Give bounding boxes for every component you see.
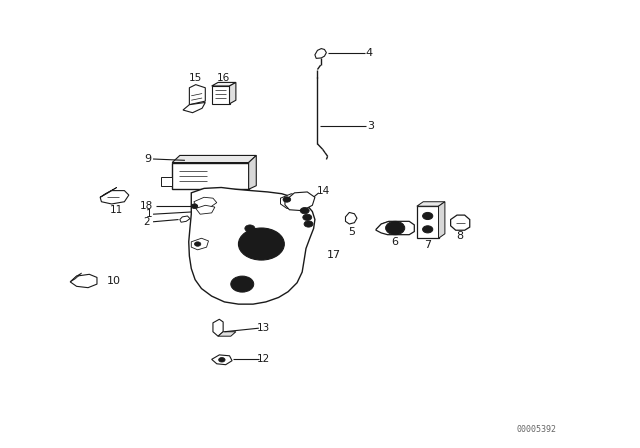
- Polygon shape: [189, 188, 315, 304]
- Polygon shape: [196, 205, 215, 214]
- Polygon shape: [212, 355, 232, 365]
- Polygon shape: [218, 332, 236, 336]
- Polygon shape: [70, 274, 97, 288]
- Polygon shape: [285, 192, 315, 211]
- Circle shape: [386, 221, 404, 235]
- Polygon shape: [183, 103, 205, 113]
- Text: 2: 2: [143, 217, 150, 227]
- Polygon shape: [280, 194, 306, 208]
- Polygon shape: [180, 216, 190, 222]
- Polygon shape: [376, 221, 389, 229]
- Polygon shape: [230, 82, 236, 104]
- Polygon shape: [417, 206, 438, 238]
- Text: 17: 17: [327, 250, 341, 260]
- Polygon shape: [189, 85, 205, 105]
- Polygon shape: [212, 82, 236, 86]
- Polygon shape: [194, 197, 217, 208]
- Circle shape: [303, 214, 312, 220]
- Text: 00005392: 00005392: [516, 425, 557, 434]
- Text: 7: 7: [424, 241, 431, 250]
- Polygon shape: [212, 86, 230, 104]
- Polygon shape: [451, 215, 470, 230]
- Polygon shape: [100, 188, 116, 197]
- Circle shape: [238, 281, 246, 287]
- Polygon shape: [70, 273, 82, 282]
- Text: 3: 3: [367, 121, 374, 131]
- Circle shape: [422, 212, 433, 220]
- Polygon shape: [346, 212, 357, 224]
- Circle shape: [300, 207, 309, 214]
- Polygon shape: [417, 202, 445, 206]
- Circle shape: [422, 226, 433, 233]
- Circle shape: [239, 228, 284, 260]
- Circle shape: [219, 358, 225, 362]
- Polygon shape: [213, 319, 223, 336]
- Polygon shape: [172, 163, 248, 189]
- Polygon shape: [191, 238, 209, 250]
- Text: 12: 12: [257, 354, 271, 364]
- Text: 13: 13: [257, 323, 271, 333]
- Polygon shape: [161, 177, 172, 186]
- Circle shape: [231, 276, 253, 292]
- Text: 16: 16: [216, 73, 230, 83]
- Circle shape: [191, 204, 198, 208]
- Polygon shape: [100, 190, 129, 204]
- Circle shape: [304, 221, 313, 227]
- Polygon shape: [172, 155, 256, 163]
- Text: 11: 11: [109, 205, 123, 215]
- Circle shape: [245, 225, 255, 232]
- Text: 6: 6: [392, 237, 399, 247]
- Text: 5: 5: [348, 227, 355, 237]
- Polygon shape: [315, 48, 326, 58]
- Text: 14: 14: [317, 186, 330, 197]
- Text: 9: 9: [145, 154, 152, 164]
- Circle shape: [392, 225, 399, 231]
- Text: 15: 15: [189, 73, 202, 83]
- Text: 4: 4: [365, 48, 372, 58]
- Text: 18: 18: [140, 201, 154, 211]
- Text: 8: 8: [456, 232, 464, 241]
- Circle shape: [283, 197, 291, 202]
- Polygon shape: [376, 221, 414, 235]
- Polygon shape: [438, 202, 445, 238]
- Circle shape: [195, 242, 201, 246]
- Circle shape: [253, 239, 269, 250]
- Polygon shape: [248, 155, 256, 189]
- Text: 1: 1: [146, 209, 152, 219]
- Text: 10: 10: [106, 276, 120, 285]
